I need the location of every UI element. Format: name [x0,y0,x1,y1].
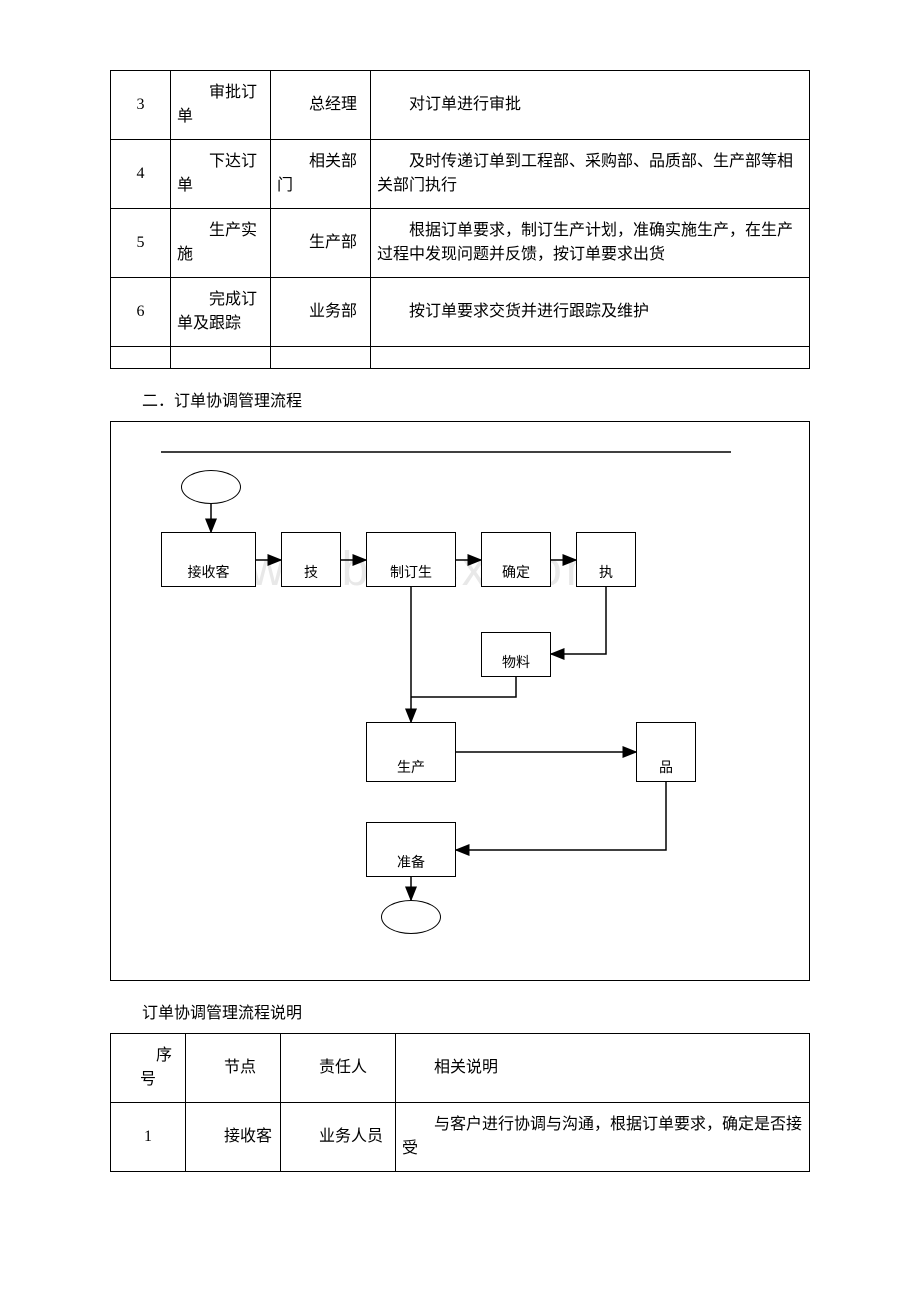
header-resp: 责任人 [287,1056,389,1080]
flow-node-n9: 准备 [366,822,456,877]
header-desc: 相关说明 [402,1056,803,1080]
table-row: 1接收客业务人员与客户进行协调与沟通，根据订单要求，确定是否接受 [111,1103,810,1172]
flow-node-n1: 接收客 [161,532,256,587]
cell-resp: 生产部 [271,209,371,278]
cell-num [111,347,171,369]
table-order-process: 3审批订单总经理对订单进行审批4下达订单相关部门及时传递订单到工程部、采购部、品… [110,70,810,369]
flow-node-n2: 技 [281,532,341,587]
cell-node [171,347,271,369]
cell-resp: 业务人员 [281,1103,396,1172]
flowchart-svg [111,422,809,980]
cell-desc: 按订单要求交货并进行跟踪及维护 [371,278,810,347]
flow-node-end [381,900,441,934]
cell-resp: 相关部门 [271,140,371,209]
flow-edge [411,677,516,697]
cell-node: 接收客 [186,1103,281,1172]
cell-node: 完成订单及跟踪 [171,278,271,347]
flow-node-n6: 物料 [481,632,551,677]
flow-node-n4: 确定 [481,532,551,587]
flow-node-n7: 生产 [366,722,456,782]
table-order-coord: 序号 节点 责任人 相关说明 1接收客业务人员与客户进行协调与沟通，根据订单要求… [110,1033,810,1172]
cell-desc: 与客户进行协调与沟通，根据订单要求，确定是否接受 [396,1103,810,1172]
cell-node: 生产实施 [171,209,271,278]
table-row: 4下达订单相关部门及时传递订单到工程部、采购部、品质部、生产部等相关部门执行 [111,140,810,209]
cell-node: 下达订单 [171,140,271,209]
cell-num: 1 [111,1103,186,1172]
cell-desc: 根据订单要求，制订生产计划，准确实施生产，在生产过程中发现问题并反馈，按订单要求… [371,209,810,278]
cell-desc: 对订单进行审批 [371,71,810,140]
cell-resp [271,347,371,369]
flow-edge [456,782,666,850]
cell-num: 4 [111,140,171,209]
table-row: 6完成订单及跟踪业务部按订单要求交货并进行跟踪及维护 [111,278,810,347]
table-row: 5生产实施生产部根据订单要求，制订生产计划，准确实施生产，在生产过程中发现问题并… [111,209,810,278]
flow-node-n8: 品 [636,722,696,782]
cell-num: 5 [111,209,171,278]
table-row: 3审批订单总经理对订单进行审批 [111,71,810,140]
cell-num: 3 [111,71,171,140]
flowchart-container: www.bdocx.com 接收客技制订生确定执物料生产品准备 [110,421,810,981]
header-num: 序号 [117,1044,179,1092]
cell-desc [371,347,810,369]
cell-resp: 总经理 [271,71,371,140]
explain-title: 订单协调管理流程说明 [142,999,810,1023]
cell-resp: 业务部 [271,278,371,347]
cell-node: 审批订单 [171,71,271,140]
flow-node-start [181,470,241,504]
cell-desc: 及时传递订单到工程部、采购部、品质部、生产部等相关部门执行 [371,140,810,209]
header-node: 节点 [192,1056,274,1080]
cell-num: 6 [111,278,171,347]
section-title-2: 二．订单协调管理流程 [142,387,810,411]
table-header-row: 序号 节点 责任人 相关说明 [111,1034,810,1103]
table-row [111,347,810,369]
flow-node-n3: 制订生 [366,532,456,587]
flow-node-n5: 执 [576,532,636,587]
flow-edge [551,587,606,654]
